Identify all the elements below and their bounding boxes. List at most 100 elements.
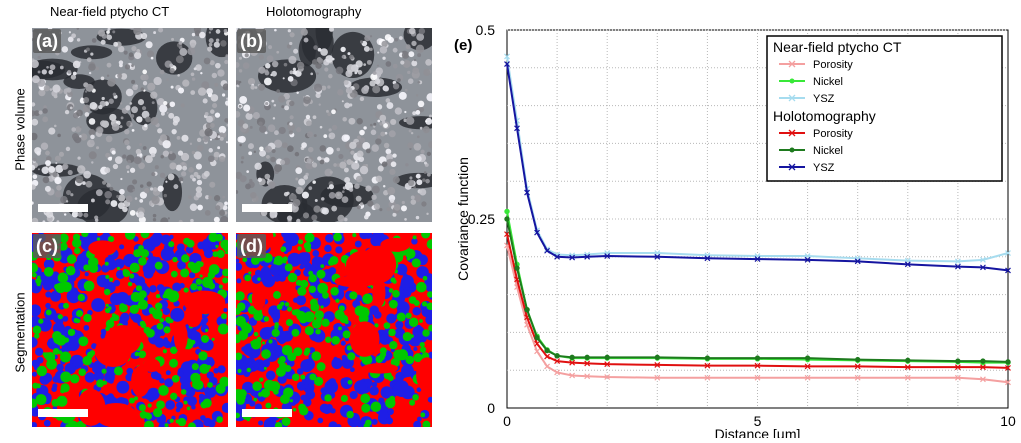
data-point [804, 374, 811, 381]
data-point [514, 125, 520, 132]
data-point [854, 258, 861, 265]
data-point [1005, 267, 1011, 274]
data-point [980, 364, 986, 371]
legend-entry: YSZ [813, 93, 835, 105]
data-point [504, 216, 510, 222]
y-axis-label: Covariance function [455, 157, 471, 281]
data-point [754, 374, 761, 381]
data-point [534, 229, 540, 236]
data-point [954, 258, 961, 265]
x-tick-label: 5 [754, 413, 762, 429]
legend: Near-field ptycho CT Porosity Nickel YSZ Hol… [766, 35, 1003, 182]
series-line [506, 218, 1009, 363]
data-point [534, 334, 540, 341]
data-point [854, 374, 861, 381]
data-point [980, 376, 986, 383]
phase-volume-ptycho-image: (a) [32, 28, 228, 222]
data-point [514, 265, 520, 271]
data-point [955, 358, 961, 364]
data-point [854, 363, 861, 370]
data-point [554, 253, 561, 260]
row-label-phase: Phase volume [12, 88, 28, 171]
series-line [506, 63, 1009, 272]
data-point [544, 347, 550, 354]
data-point [980, 264, 986, 271]
data-point [569, 254, 576, 261]
data-point [554, 353, 560, 359]
data-point [524, 307, 530, 313]
series-near-field-ptycho-ctporosity [504, 242, 1011, 386]
segmentation-holo-image: (d) [236, 233, 432, 427]
chart-svg: 0 5 10 0 0.25 0.5 Distance [µm] Covariance func… [454, 22, 1016, 442]
legend-entry: Porosity [813, 128, 853, 140]
phase-volume-holo-image: (b) [236, 28, 432, 222]
data-point [524, 189, 530, 196]
column-title-holo: Holotomography [266, 4, 362, 19]
data-point [569, 359, 576, 366]
data-point [1005, 379, 1011, 386]
data-point [604, 354, 610, 361]
data-point [954, 374, 961, 381]
data-point [504, 53, 510, 60]
panel-label-c: (c) [33, 234, 61, 258]
legend-entry: Porosity [813, 59, 853, 71]
panel-label-d: (d) [237, 234, 266, 258]
panel-label-a: (a) [33, 29, 61, 53]
data-point [1005, 250, 1011, 256]
data-point [504, 61, 510, 67]
data-point [704, 255, 711, 262]
segmentation-ptycho-image: (c) [32, 233, 228, 427]
column-title-ptycho: Near-field ptycho CT [50, 4, 170, 19]
data-point [554, 358, 561, 365]
data-point [804, 355, 811, 361]
row-label-segmentation: Segmentation [12, 292, 28, 373]
data-point [754, 355, 761, 361]
data-point [754, 256, 761, 262]
data-point [504, 208, 510, 215]
data-point [554, 369, 561, 376]
scale-bar [38, 409, 88, 417]
data-point [654, 361, 661, 368]
data-point [904, 261, 911, 268]
data-point [980, 358, 986, 364]
data-point [604, 374, 611, 380]
panel-label-b: (b) [237, 29, 266, 53]
legend-entry: Nickel [813, 145, 843, 157]
data-point [1005, 365, 1011, 371]
data-point [584, 360, 591, 367]
data-point [804, 363, 811, 370]
data-point [980, 256, 986, 263]
y-tick-label: 0.25 [468, 211, 495, 227]
data-point [544, 353, 551, 360]
y-tick-label: 0.5 [476, 22, 496, 38]
data-point [855, 356, 861, 363]
data-point [504, 231, 510, 238]
legend-group-title: Near-field ptycho CT [773, 39, 902, 55]
data-point [704, 374, 711, 381]
data-point [534, 340, 540, 347]
data-point [584, 253, 591, 260]
data-point [569, 354, 575, 361]
data-point [584, 354, 590, 361]
data-point [804, 256, 811, 263]
scale-bar [38, 204, 88, 212]
data-point [954, 263, 961, 270]
series-line [506, 245, 1009, 384]
data-point [544, 247, 551, 254]
data-point [604, 361, 611, 368]
data-point [1005, 359, 1011, 365]
data-point [904, 374, 911, 381]
x-tick-label: 0 [503, 413, 511, 429]
panel-label-e: (e) [454, 37, 472, 54]
legend-entry: Nickel [813, 76, 843, 88]
data-point [534, 348, 540, 355]
data-point [604, 253, 611, 259]
data-point [704, 362, 711, 369]
data-point [544, 363, 551, 370]
data-point [654, 253, 661, 260]
data-point [654, 374, 661, 381]
scale-bar [242, 409, 292, 417]
legend-entry: YSZ [813, 162, 835, 174]
x-axis-label: Distance [µm] [715, 426, 801, 438]
data-point [704, 355, 711, 361]
